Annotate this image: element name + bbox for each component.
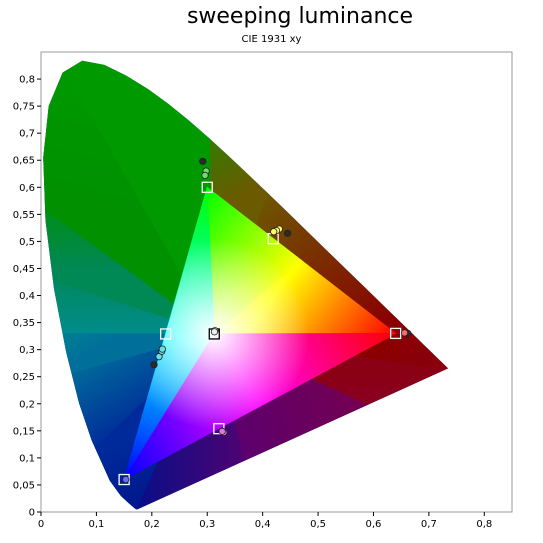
measured-point: [400, 329, 409, 337]
y-tick-label: 0,5: [19, 237, 35, 248]
measured-point: [150, 361, 158, 369]
measured-points: [122, 157, 412, 484]
x-tick-label: 0,6: [366, 519, 382, 530]
x-tick-label: 0,8: [476, 519, 492, 530]
y-tick-label: 0,75: [13, 102, 35, 113]
target-square-cyan: [160, 328, 172, 340]
y-tick-label: 0,3: [19, 345, 35, 356]
y-tick-label: 0,7: [19, 129, 35, 140]
y-tick-label: 0,55: [13, 210, 35, 221]
measured-point: [158, 345, 166, 353]
measured-point: [270, 228, 278, 236]
y-tick-label: 0,05: [13, 480, 35, 491]
measured-point: [283, 229, 292, 237]
y-tick-label: 0,2: [19, 399, 35, 410]
y-tick-label: 0,4: [19, 291, 35, 302]
plot-frame: [40, 51, 513, 513]
x-tick-label: 0,1: [88, 519, 104, 530]
x-tick-label: 0,2: [144, 519, 160, 530]
measured-point: [218, 427, 226, 435]
target-square-green: [201, 181, 213, 193]
y-tick-label: 0,25: [13, 372, 35, 383]
x-tick-label: 0: [38, 519, 44, 530]
x-tick-label: 0,7: [421, 519, 437, 530]
y-tick-label: 0,15: [13, 426, 35, 437]
x-tick-label: 0,5: [310, 519, 326, 530]
y-tick-label: 0,8: [19, 75, 35, 86]
chart-subtitle: CIE 1931 xy: [241, 34, 302, 45]
y-tick-label: 0,1: [19, 453, 35, 464]
y-tick-label: 0,6: [19, 183, 35, 194]
y-tick-label: 0: [29, 508, 35, 519]
target-square-red: [389, 327, 402, 340]
y-tick-label: 0,65: [13, 156, 35, 167]
chart-title: sweeping luminance: [186, 4, 414, 29]
measured-point: [201, 171, 209, 179]
x-tick-label: 0,4: [255, 519, 271, 530]
axes: 0 0,1 0,2 0,3 0,4 0,5 0,6 0,7 0,8 0 0,05 0,1 0,15 0,2…: [13, 75, 493, 530]
y-tick-label: 0,35: [13, 318, 35, 329]
measured-point: [210, 328, 219, 336]
measured-point: [199, 157, 207, 165]
y-tick-label: 0,45: [13, 264, 35, 275]
measured-point: [122, 475, 130, 484]
x-tick-label: 0,3: [199, 519, 215, 530]
